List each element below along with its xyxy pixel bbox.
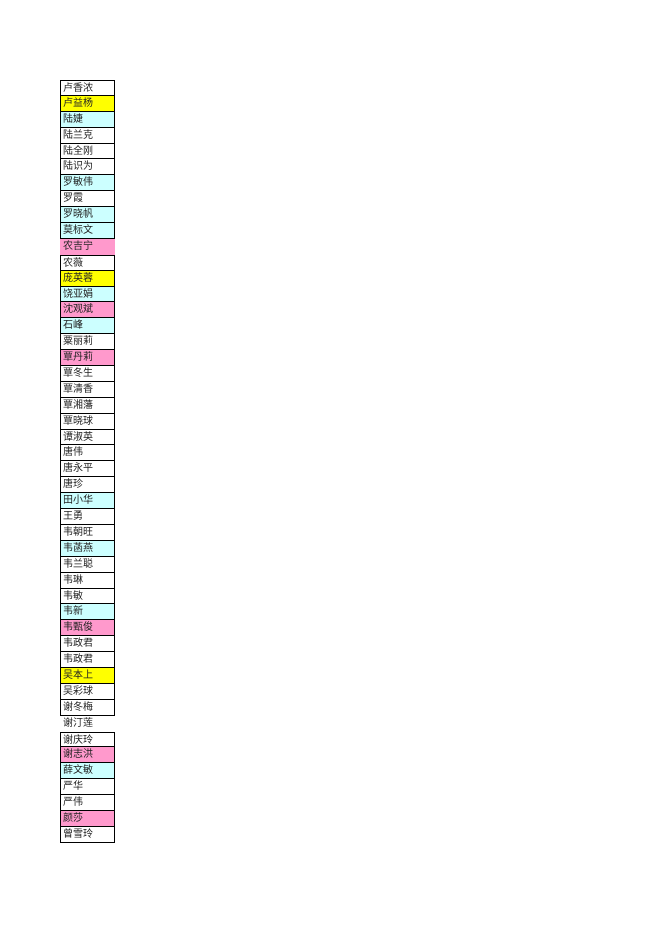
name-cell: 罗敏伟 bbox=[60, 175, 115, 192]
name-list: 卢香浓 卢益杨 陆婕 陆兰克 陆全刚 陆识为 罗敏伟 罗霞 罗晓帆 莫标文 农吉宁 农薇 庞英蓉 饶亚娟沈… bbox=[60, 80, 115, 843]
name-cell: 卢益杨 bbox=[60, 95, 115, 112]
name-cell: 陆识为 bbox=[60, 159, 115, 176]
name-cell: 覃丹莉 bbox=[60, 350, 115, 367]
name-cell: 吴本上 bbox=[60, 667, 115, 684]
name-cell: 韦菡燕 bbox=[60, 540, 115, 557]
name-cell: 韦新 bbox=[60, 604, 115, 621]
name-cell: 唐珍 bbox=[60, 477, 115, 494]
name-cell: 罗晓帆 bbox=[60, 207, 115, 224]
name-cell: 唐永平 bbox=[60, 461, 115, 478]
name-cell: 王勇 bbox=[60, 509, 115, 525]
name-cell: 庞英蓉 bbox=[60, 270, 115, 287]
name-cell: 严伟 bbox=[60, 795, 115, 811]
name-cell: 粟丽莉 bbox=[60, 334, 115, 351]
name-cell: 覃湘藩 bbox=[60, 397, 115, 414]
name-cell: 曾雪玲 bbox=[60, 826, 115, 843]
name-cell: 谢志洪 bbox=[60, 747, 115, 764]
name-cell: 韦政君 bbox=[60, 636, 115, 653]
name-cell: 覃晓球 bbox=[60, 413, 115, 430]
name-cell: 沈观斌 bbox=[60, 302, 115, 319]
name-cell: 韦朝旺 bbox=[60, 524, 115, 541]
name-cell: 韦琳 bbox=[60, 572, 115, 589]
name-cell: 韦兰聪 bbox=[60, 556, 115, 573]
name-cell: 颜莎 bbox=[60, 810, 115, 827]
name-cell: 陆婕 bbox=[60, 111, 115, 128]
name-cell: 谢冬梅 bbox=[60, 699, 115, 716]
name-cell: 韦政君 bbox=[60, 652, 115, 668]
name-cell: 谢汀莲 bbox=[60, 715, 115, 732]
name-cell: 莫标文 bbox=[60, 223, 115, 239]
name-cell: 陆全刚 bbox=[60, 143, 115, 160]
name-cell: 薛文敏 bbox=[60, 763, 115, 780]
name-cell: 饶亚娟 bbox=[60, 286, 115, 303]
name-cell: 石峰 bbox=[60, 318, 115, 335]
name-cell: 韦甄俊 bbox=[60, 620, 115, 637]
name-cell: 唐伟 bbox=[60, 445, 115, 462]
name-cell: 韦敏 bbox=[60, 588, 115, 605]
name-cell: 卢香浓 bbox=[60, 80, 115, 96]
name-cell: 田小华 bbox=[60, 493, 115, 510]
name-cell: 覃冬生 bbox=[60, 366, 115, 382]
name-cell: 严华 bbox=[60, 779, 115, 796]
name-cell: 覃清香 bbox=[60, 381, 115, 398]
name-cell: 谭淑英 bbox=[60, 429, 115, 446]
name-cell: 农吉宁 bbox=[60, 238, 115, 255]
name-cell: 罗霞 bbox=[60, 191, 115, 208]
name-cell: 吴彩球 bbox=[60, 683, 115, 700]
name-cell: 农薇 bbox=[60, 254, 115, 271]
name-cell: 谢庆玲 bbox=[60, 731, 115, 748]
name-cell: 陆兰克 bbox=[60, 127, 115, 144]
